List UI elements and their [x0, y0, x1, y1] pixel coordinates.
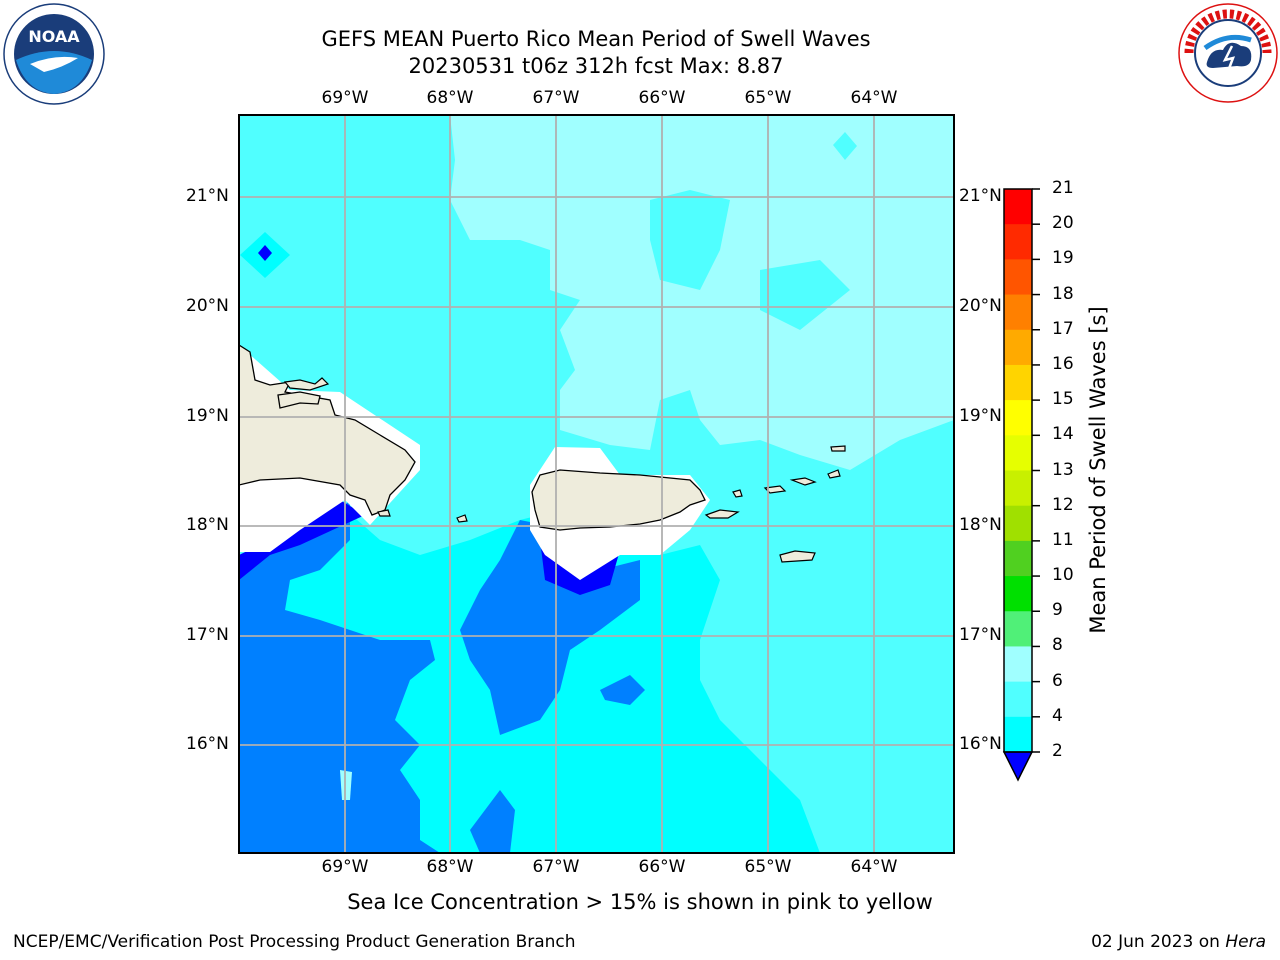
- colorbar-block: [1004, 470, 1032, 507]
- lat-label-right: 19°N: [959, 406, 1002, 426]
- hispaniola-land: [239, 344, 416, 516]
- colorbar-block: [1004, 646, 1032, 683]
- lat-label-right: 16°N: [959, 734, 1002, 754]
- lon-label-bottom: 66°W: [638, 857, 686, 877]
- colorbar-block: [1004, 435, 1032, 471]
- swell-period-below-2: [540, 540, 620, 595]
- colorbar-block: [1004, 505, 1032, 542]
- colorbar-tick-label: 19: [1052, 248, 1074, 269]
- colorbar-block: [1004, 259, 1032, 296]
- swell-period-8-9: [450, 115, 954, 470]
- lon-label-bottom: 65°W: [744, 857, 792, 877]
- colorbar-block: [1004, 329, 1032, 366]
- chart-title: GEFS MEAN Puerto Rico Mean Period of Swe…: [321, 27, 871, 51]
- mona-island: [456, 514, 468, 523]
- colorbar-block: [1004, 189, 1032, 225]
- virgin-islands-land: [789, 477, 817, 486]
- swell-period-6-8-patch: [650, 190, 730, 290]
- sea-ice-note: Sea Ice Concentration > 15% is shown in …: [347, 890, 933, 914]
- colorbar-block: [1004, 294, 1032, 331]
- colorbar-block: [1004, 540, 1032, 577]
- hispaniola-land: [277, 391, 321, 409]
- lat-label-right: 20°N: [959, 296, 1002, 316]
- colorbar-tick-label: 20: [1052, 213, 1074, 234]
- lon-label-top: 64°W: [850, 88, 898, 108]
- swell-period-below-2: [239, 500, 365, 580]
- virgin-islands-land: [827, 469, 841, 479]
- lon-label-top: 65°W: [744, 88, 792, 108]
- lon-label-top: 68°W: [426, 88, 474, 108]
- noaa-logo: NOAA: [3, 3, 105, 105]
- footer-host: Hera: [1225, 932, 1266, 952]
- colorbar-tick-label: 2: [1052, 741, 1063, 761]
- colorbar-tick-label: 14: [1052, 424, 1074, 445]
- colorbar-block: [1004, 400, 1032, 436]
- culebra-island: [732, 489, 743, 498]
- swell-period-below-2: [258, 245, 272, 261]
- vieques-island: [704, 509, 740, 519]
- colorbar-block: [1004, 611, 1032, 647]
- swell-period-2-4: [600, 675, 645, 705]
- lat-label-right: 17°N: [959, 625, 1002, 645]
- svg-text:NOAA: NOAA: [28, 27, 80, 46]
- colorbar-extend-arrow: [1002, 751, 1034, 782]
- colorbar-tick-label: 10: [1052, 565, 1074, 586]
- swell-period-6-8-patch: [833, 132, 857, 160]
- lat-label-left: 19°N: [186, 406, 229, 426]
- colorbar-tick-label: 8: [1052, 635, 1063, 656]
- colorbar-tick-label: 15: [1052, 389, 1074, 410]
- swell-period-6-8-patch: [340, 770, 352, 800]
- colorbar-tick-label: 17: [1052, 318, 1074, 339]
- lon-label-bottom: 67°W: [532, 857, 580, 877]
- virgin-islands-land: [830, 445, 846, 452]
- chart-subtitle: 20230531 t06z 312h fcst Max: 8.87: [408, 54, 784, 78]
- colorbar-tick-label: 6: [1052, 670, 1063, 691]
- nws-logo: [1178, 3, 1278, 103]
- colorbar-tick-label: 4: [1052, 705, 1063, 726]
- colorbar-axis-label: Mean Period of Swell Waves [s]: [1086, 306, 1110, 634]
- lon-label-bottom: 68°W: [426, 857, 474, 877]
- swell-period-6-8-patch: [760, 260, 850, 330]
- colorbar-tick-label: 12: [1052, 494, 1074, 515]
- lat-label-left: 18°N: [186, 515, 229, 535]
- st-croix-land: [779, 550, 816, 563]
- colorbar-tick-label: 9: [1052, 600, 1063, 621]
- map-grid: [239, 115, 954, 853]
- lat-label-left: 21°N: [186, 186, 229, 206]
- swell-period-2-4: [239, 500, 440, 853]
- colorbar-block: [1004, 681, 1032, 718]
- tortuga-island: [283, 377, 330, 391]
- colorbar-block: [1004, 576, 1032, 612]
- lat-label-left: 20°N: [186, 296, 229, 316]
- colorbar-tick-label: 13: [1052, 459, 1074, 480]
- lon-label-bottom: 64°W: [850, 857, 898, 877]
- map-border: [238, 114, 955, 854]
- lon-label-top: 66°W: [638, 88, 686, 108]
- lon-label-top: 67°W: [532, 88, 580, 108]
- colorbar-block: [1004, 716, 1032, 753]
- footer-date: 02 Jun 2023 on Hera: [1091, 932, 1266, 952]
- lat-label-right: 18°N: [959, 515, 1002, 535]
- swell-period-2-4: [470, 790, 515, 853]
- lon-label-top: 69°W: [321, 88, 369, 108]
- colorbar-tick-label: 18: [1052, 283, 1074, 304]
- colorbar-block: [1004, 224, 1032, 260]
- lat-label-right: 21°N: [959, 186, 1002, 206]
- lon-label-bottom: 69°W: [321, 857, 369, 877]
- footer-credit: NCEP/EMC/Verification Post Processing Pr…: [13, 932, 576, 952]
- lat-label-left: 16°N: [186, 734, 229, 754]
- lat-label-left: 17°N: [186, 625, 229, 645]
- colorbar-block: [1004, 364, 1032, 401]
- colorbar-tick-label: 16: [1052, 353, 1074, 374]
- colorbar-tick-label: 11: [1052, 529, 1074, 550]
- colorbar-tick-label: 21: [1052, 178, 1074, 198]
- footer-date-text: 02 Jun 2023 on: [1091, 932, 1220, 952]
- saona-island: [377, 509, 391, 517]
